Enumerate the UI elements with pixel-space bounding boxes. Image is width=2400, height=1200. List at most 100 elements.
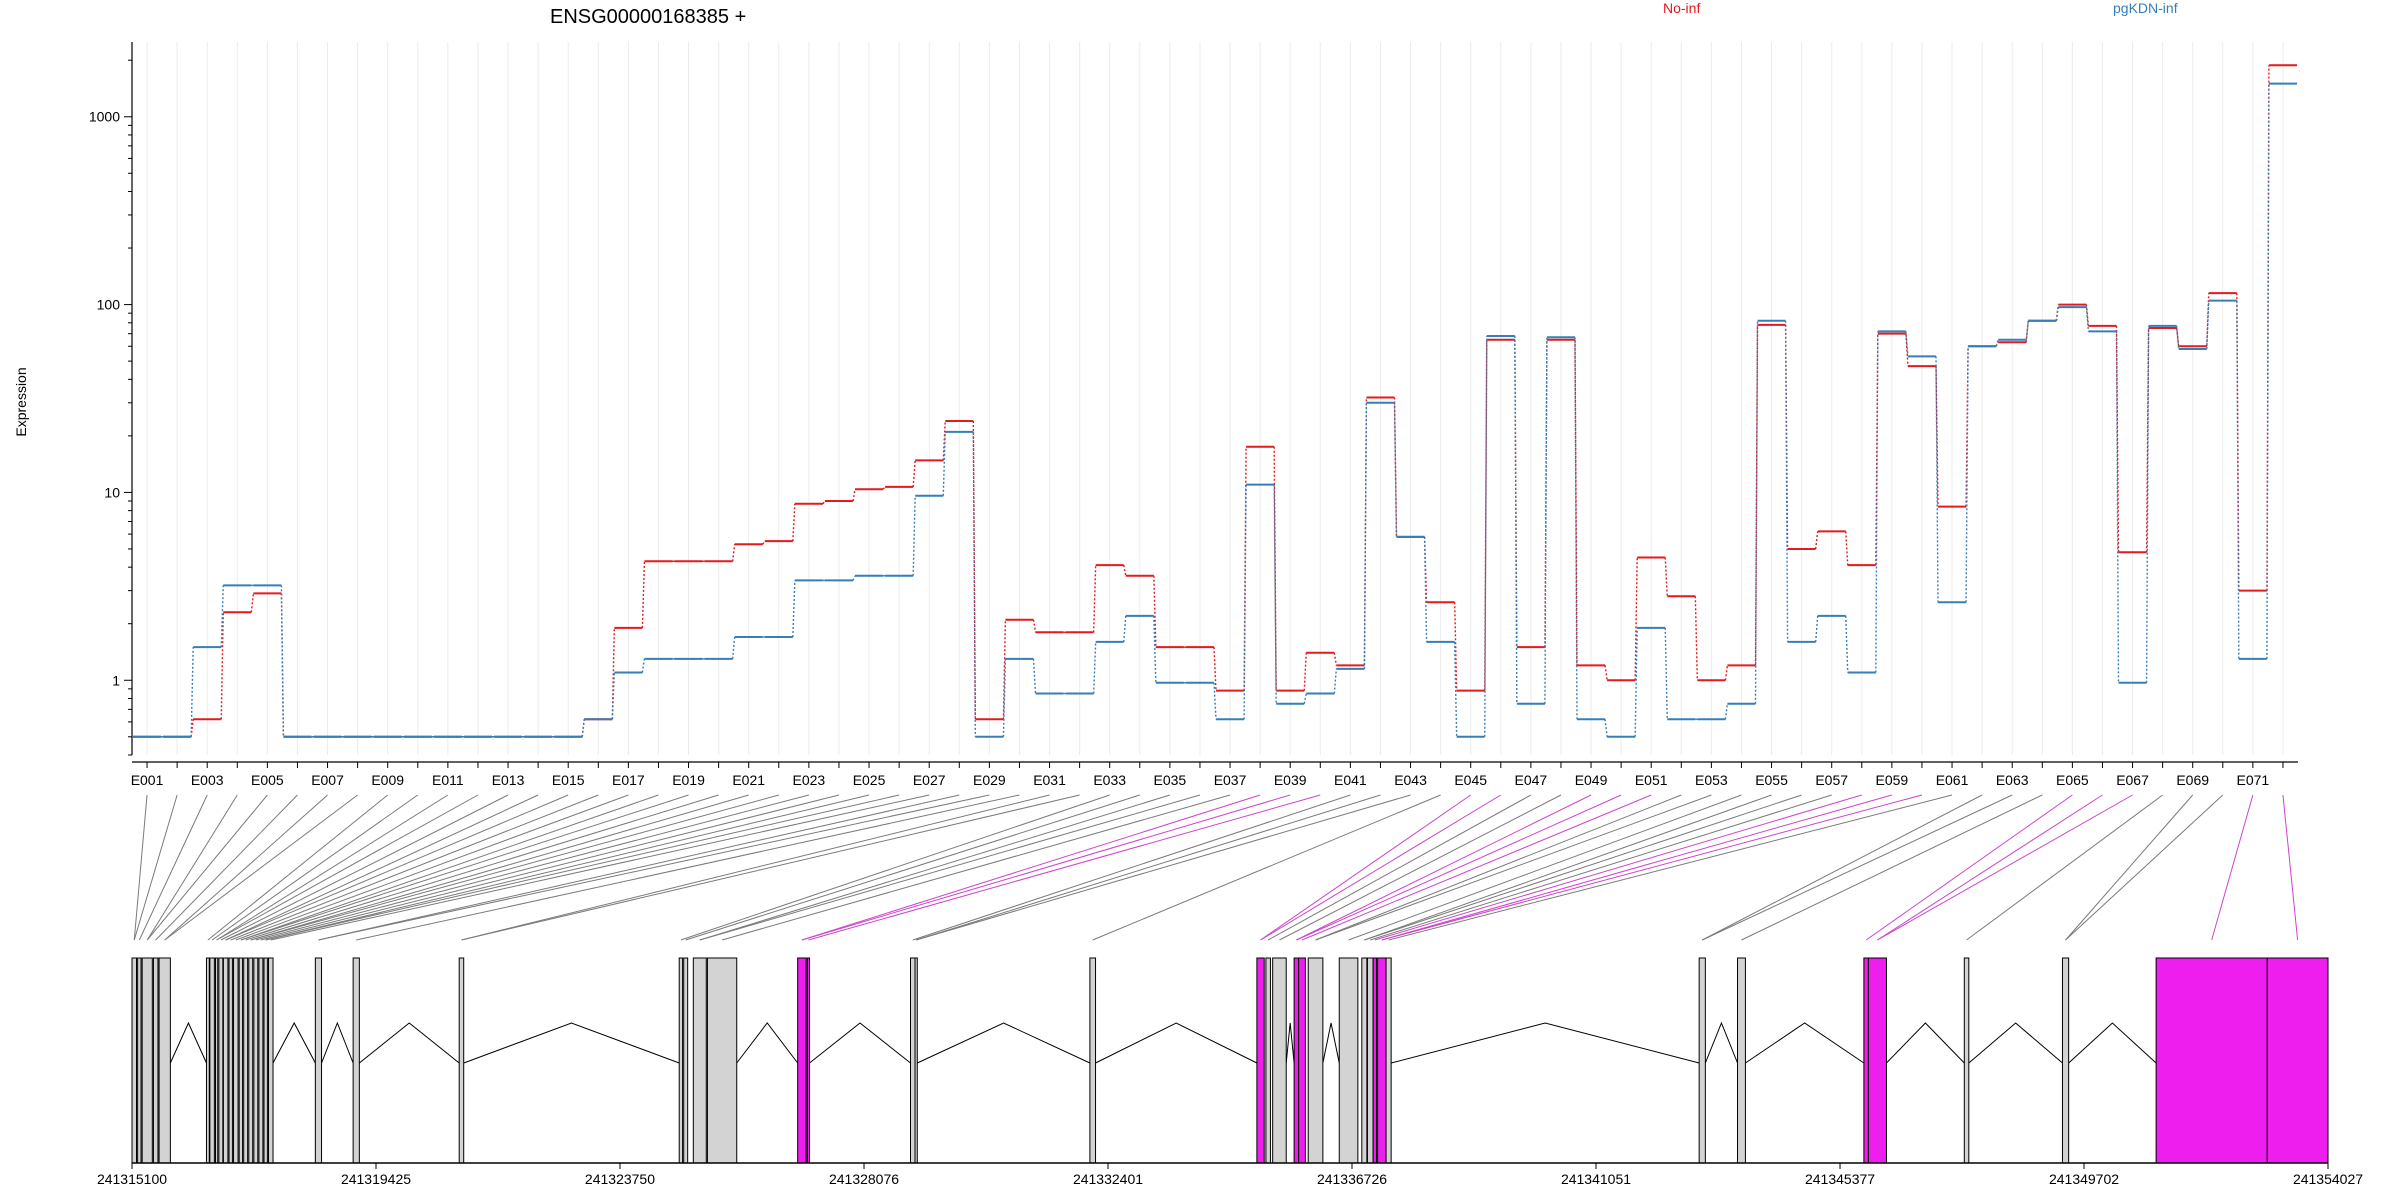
exon-block bbox=[1863, 957, 1869, 1164]
chart-title: ENSG00000168385 + bbox=[550, 6, 746, 28]
step-connector bbox=[2145, 325, 2150, 683]
exon-connector bbox=[260, 794, 840, 941]
x-tick-label: E029 bbox=[973, 772, 1006, 788]
step-connector bbox=[1303, 693, 1307, 704]
exon-connector bbox=[1388, 794, 1953, 941]
x-tick-label: E019 bbox=[672, 772, 705, 788]
step-connector bbox=[250, 593, 255, 613]
step-connector bbox=[1664, 557, 1668, 597]
exon-connector bbox=[2211, 794, 2254, 941]
exon-connector-lines bbox=[133, 794, 2299, 941]
x-tick-label: E071 bbox=[2237, 772, 2270, 788]
x-tick-label: E017 bbox=[612, 772, 645, 788]
exon-connector bbox=[230, 794, 599, 941]
step-connector bbox=[1544, 337, 1548, 704]
x-tick-label: E051 bbox=[1635, 772, 1668, 788]
x-tick-label: E049 bbox=[1575, 772, 1608, 788]
y-tick-label: 10 bbox=[104, 484, 120, 500]
exon-connector bbox=[461, 794, 1050, 941]
exon-connector bbox=[1702, 794, 2013, 941]
axes: 1 10 100 1000 bbox=[89, 42, 2298, 763]
exon-block bbox=[137, 957, 142, 1164]
exon-block bbox=[806, 957, 811, 1164]
step-connector bbox=[1153, 615, 1157, 683]
genomic-tick-label: 241354027 bbox=[2293, 1171, 2363, 1187]
genomic-tick-label: 241315100 bbox=[97, 1171, 167, 1187]
exon-block bbox=[1385, 957, 1392, 1164]
step-connector bbox=[1935, 356, 1939, 603]
exon-connector bbox=[265, 794, 870, 941]
step-connector bbox=[2206, 300, 2210, 350]
exon-block bbox=[1272, 957, 1287, 1164]
step-connector bbox=[1905, 331, 1909, 357]
series-pgkdn-inf bbox=[133, 82, 2297, 738]
exon-block bbox=[678, 957, 684, 1164]
exon-block bbox=[2155, 957, 2268, 1164]
exon-connector bbox=[216, 794, 449, 941]
x-tick-label: E061 bbox=[1936, 772, 1969, 788]
step-connector bbox=[1814, 615, 1819, 642]
x-tick-label: E023 bbox=[793, 772, 826, 788]
step-connector bbox=[1724, 703, 1729, 720]
exon-connector bbox=[461, 794, 1080, 941]
step-connector bbox=[1754, 324, 1759, 666]
step-connector bbox=[1032, 658, 1037, 694]
exon-block bbox=[258, 957, 264, 1164]
exon-connector bbox=[1381, 794, 1893, 941]
exon-connector bbox=[1374, 794, 1862, 941]
x-tick-label: E015 bbox=[552, 772, 585, 788]
series-lines bbox=[133, 64, 2297, 738]
exon-connector bbox=[1296, 794, 1592, 941]
x-tick-label: E065 bbox=[2056, 772, 2089, 788]
step-connector bbox=[1123, 615, 1127, 642]
step-connector bbox=[912, 495, 916, 576]
step-connector bbox=[1333, 652, 1338, 666]
genomic-tick-label: 241341051 bbox=[1561, 1171, 1631, 1187]
exon-connector bbox=[265, 794, 900, 941]
exon-connector bbox=[801, 794, 1291, 941]
step-connector bbox=[1092, 641, 1097, 694]
exon-block bbox=[797, 957, 807, 1164]
step-connector bbox=[190, 719, 194, 737]
exon-block bbox=[1293, 957, 1300, 1164]
step-connector bbox=[1243, 484, 1247, 720]
step-connector bbox=[280, 585, 285, 737]
exon-connector bbox=[915, 794, 1381, 941]
step-connector bbox=[2206, 293, 2210, 347]
exon-connector bbox=[1877, 794, 2133, 941]
step-connector bbox=[1875, 331, 1879, 673]
exon-connector bbox=[2282, 794, 2299, 941]
step-connector bbox=[1724, 665, 1729, 681]
exon-block bbox=[141, 957, 153, 1164]
step-connector bbox=[731, 636, 736, 659]
step-connector bbox=[942, 420, 946, 461]
intron-line bbox=[1886, 1022, 1965, 1064]
y-tick-label: 1000 bbox=[89, 109, 120, 125]
genomic-tick-label: 241319425 bbox=[341, 1171, 411, 1187]
exon-connector bbox=[146, 794, 238, 941]
exon-block bbox=[1737, 957, 1746, 1164]
exon-connector bbox=[1301, 794, 1652, 941]
x-tick-label: E007 bbox=[311, 772, 344, 788]
exon-connector bbox=[164, 794, 358, 941]
exon-connector bbox=[1315, 794, 1682, 941]
exon-block bbox=[263, 957, 268, 1164]
exon-block bbox=[1298, 957, 1306, 1164]
exon-connector bbox=[1865, 794, 2073, 941]
step-connector bbox=[731, 544, 736, 562]
intron-line bbox=[1391, 1022, 1700, 1064]
step-connector bbox=[2266, 65, 2270, 591]
step-connector bbox=[1935, 366, 1939, 507]
exon-connector bbox=[1296, 794, 1622, 941]
x-tick-label: E057 bbox=[1815, 772, 1848, 788]
step-connector bbox=[2025, 320, 2029, 340]
exon-block bbox=[1338, 957, 1359, 1164]
step-connector bbox=[1423, 536, 1428, 642]
exon-connector bbox=[801, 794, 1261, 941]
exon-connector bbox=[245, 794, 719, 941]
exon-block bbox=[1366, 957, 1374, 1164]
exon-connector bbox=[133, 794, 178, 941]
exon-connector bbox=[1877, 794, 2103, 941]
y-tick-label: 1 bbox=[112, 672, 120, 688]
